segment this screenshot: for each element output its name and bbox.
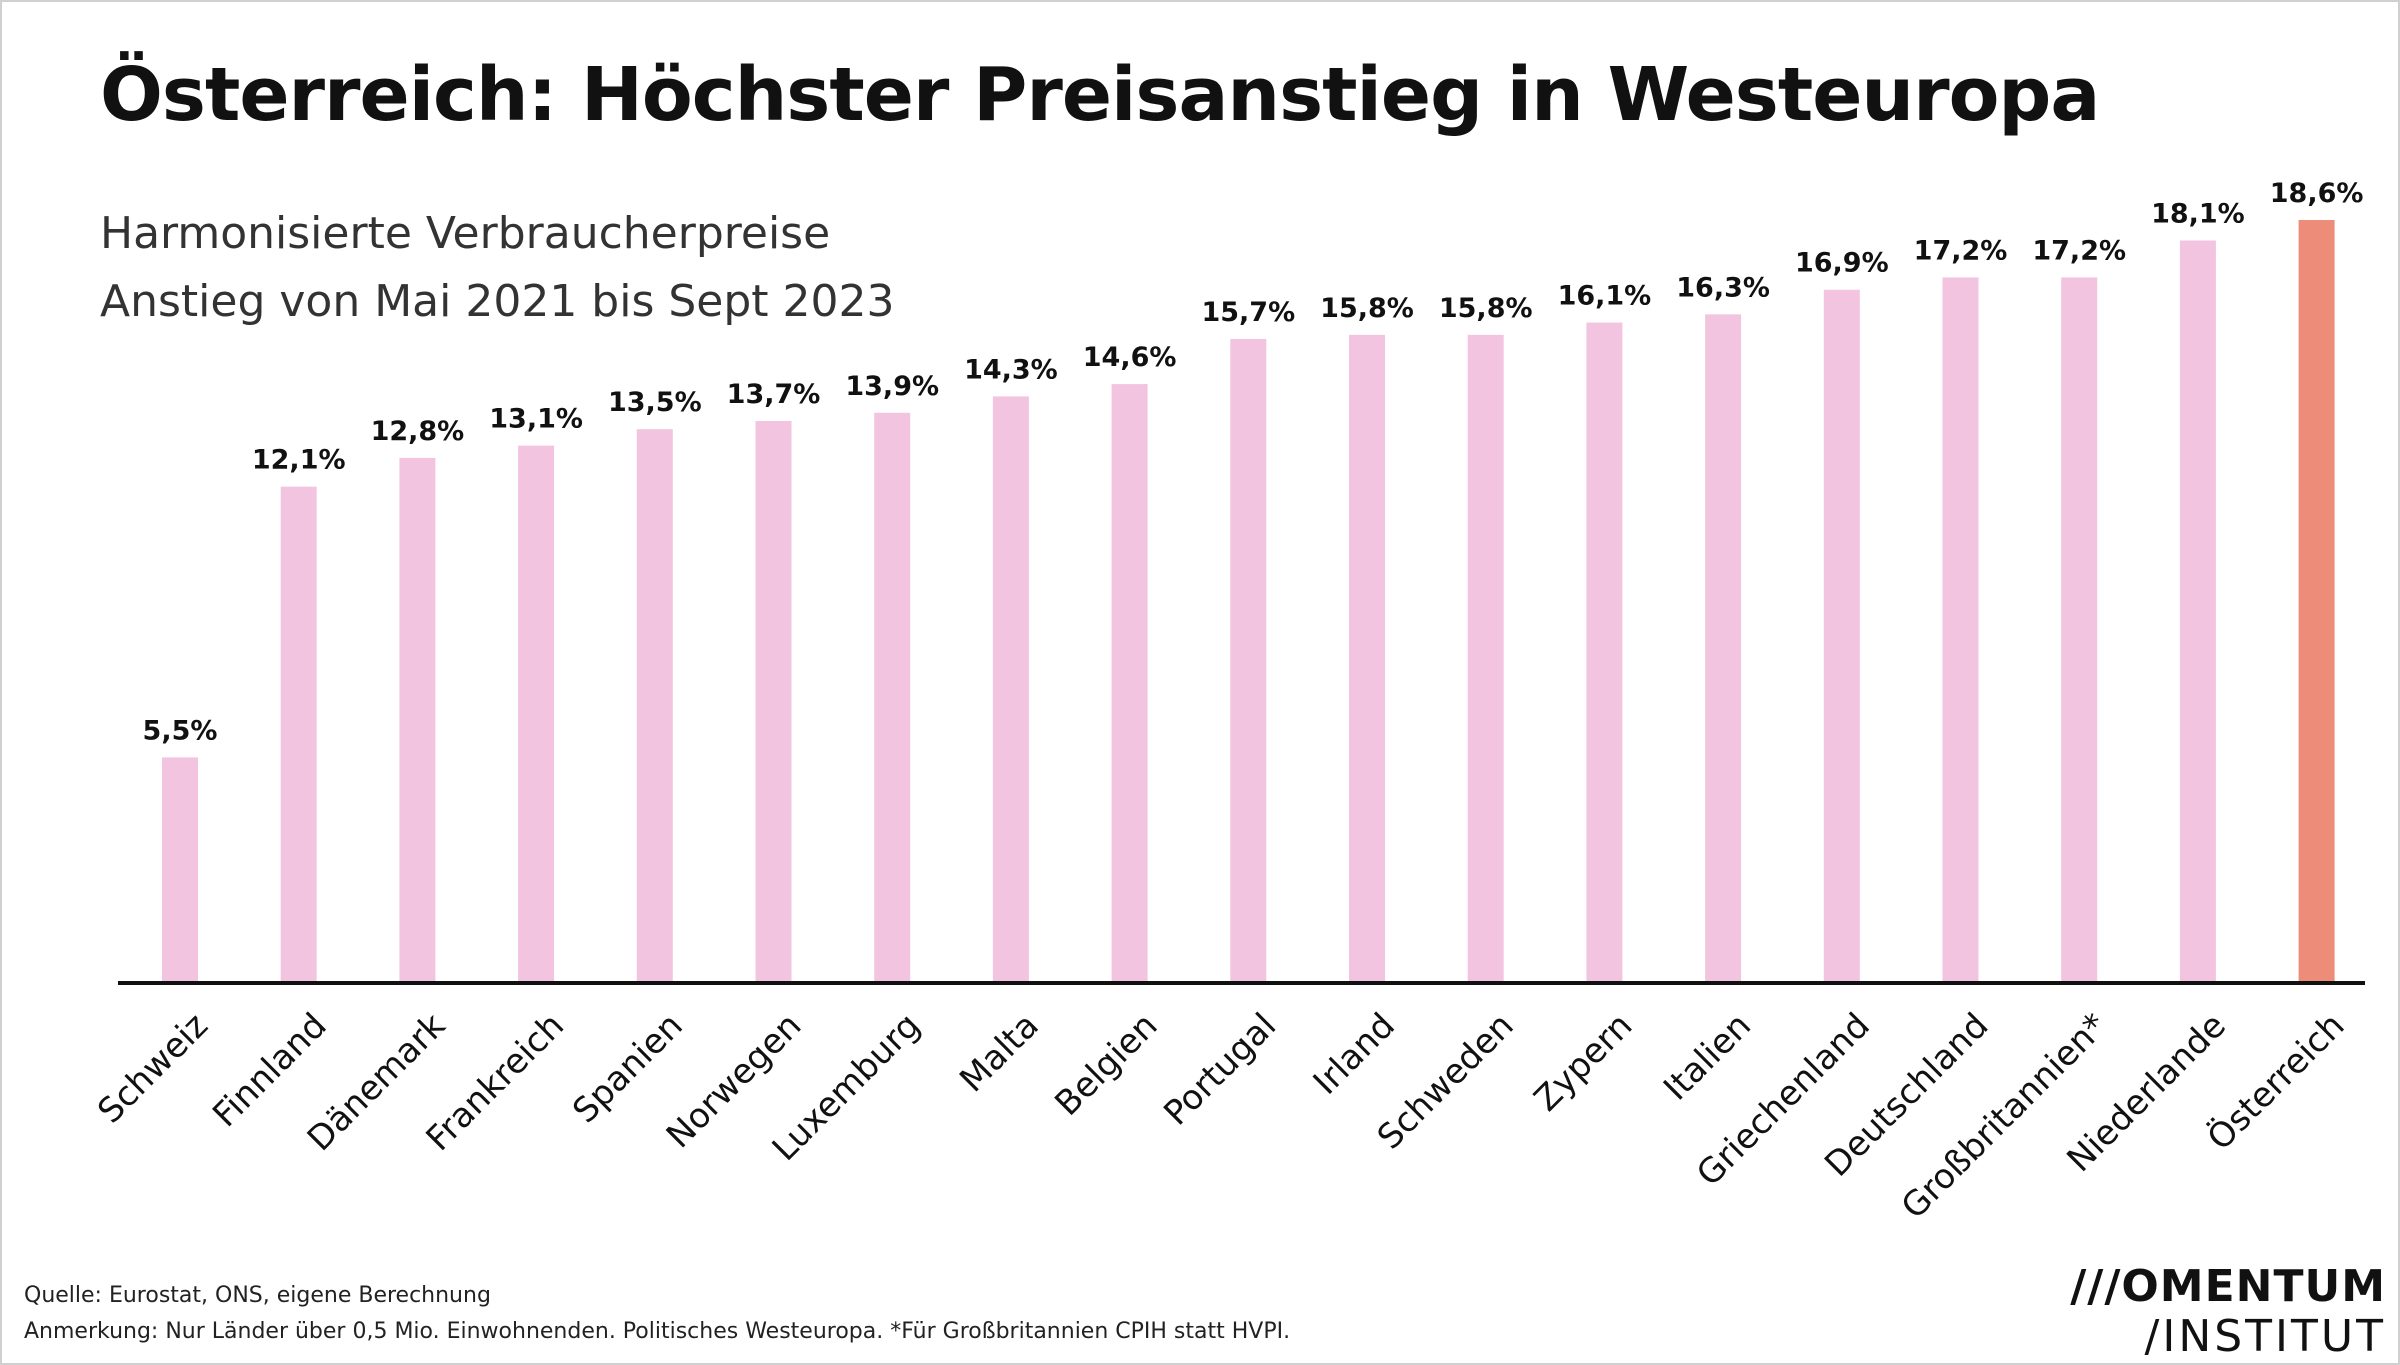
- bar-18: [2298, 220, 2335, 983]
- category-label-16: Großbritannien*: [1894, 1006, 2115, 1227]
- bar-6: [874, 412, 911, 983]
- value-label-9: 15,7%: [1201, 297, 1295, 328]
- bar-2: [399, 457, 436, 983]
- value-label-18: 18,6%: [2270, 178, 2364, 209]
- value-label-14: 16,9%: [1795, 248, 1889, 279]
- bar-16: [2061, 277, 2098, 983]
- value-label-15: 17,2%: [1914, 235, 2008, 266]
- bar-17: [2179, 240, 2216, 984]
- value-label-13: 16,3%: [1676, 272, 1770, 303]
- category-label-0: Schweiz: [90, 1006, 216, 1132]
- bar-3: [518, 445, 555, 983]
- bar-0: [162, 757, 198, 983]
- value-label-12: 16,1%: [1558, 281, 1652, 312]
- footnote: Anmerkung: Nur Länder über 0,5 Mio. Einw…: [24, 1319, 1291, 1344]
- category-label-10: Irland: [1306, 1006, 1403, 1103]
- bar-14: [1823, 289, 1860, 983]
- value-label-1: 12,1%: [252, 445, 346, 476]
- value-label-4: 13,5%: [608, 387, 702, 418]
- bar-4: [636, 429, 673, 983]
- category-label-8: Belgien: [1047, 1006, 1165, 1124]
- value-label-7: 14,3%: [964, 354, 1058, 385]
- category-labels-group: SchweizFinnlandDänemarkFrankreichSpanien…: [90, 1005, 2352, 1227]
- bar-13: [1705, 314, 1742, 983]
- bar-9: [1230, 338, 1267, 983]
- value-labels-group: 5,5% 12,1% 12,8% 13,1% 13,5% 13,7% 13,9% 14,3% 1…: [143, 178, 2364, 746]
- logo-line2: /INSTITUT: [2144, 1311, 2386, 1362]
- bar-chart: 5,5% 12,1% 12,8% 13,1% 13,5% 13,7% 13,9% 14,3% 1…: [90, 178, 2365, 1227]
- bar-11: [1467, 334, 1504, 983]
- chart-subtitle-line1: Harmonisierte Verbraucherpreise: [100, 208, 831, 259]
- value-label-2: 12,8%: [371, 416, 465, 447]
- bar-5: [755, 421, 792, 983]
- value-label-16: 17,2%: [2032, 235, 2126, 266]
- bar-12: [1586, 322, 1623, 983]
- category-label-12: Zypern: [1527, 1006, 1641, 1120]
- chart-subtitle-line2: Anstieg von Mai 2021 bis Sept 2023: [100, 276, 895, 327]
- value-label-5: 13,7%: [727, 379, 821, 410]
- value-label-10: 15,8%: [1320, 293, 1414, 324]
- bars-group: [162, 220, 2335, 984]
- logo-line1: ///OMENTUM: [2070, 1261, 2386, 1312]
- bar-1: [280, 486, 317, 983]
- category-label-4: Spanien: [565, 1006, 690, 1131]
- category-label-13: Italien: [1656, 1006, 1759, 1109]
- value-label-0: 5,5%: [143, 715, 218, 746]
- value-label-17: 18,1%: [2151, 199, 2245, 230]
- value-label-8: 14,6%: [1083, 342, 1177, 373]
- source-note: Quelle: Eurostat, ONS, eigene Berechnung: [24, 1283, 491, 1308]
- bar-15: [1942, 277, 1979, 983]
- category-label-9: Portugal: [1156, 1006, 1284, 1134]
- bar-7: [992, 396, 1029, 984]
- chart-title: Österreich: Höchster Preisanstieg in Wes…: [100, 52, 2100, 138]
- value-label-3: 13,1%: [489, 404, 583, 435]
- bar-10: [1349, 334, 1385, 983]
- value-label-11: 15,8%: [1439, 293, 1533, 324]
- value-label-6: 13,9%: [845, 371, 939, 402]
- category-label-7: Malta: [952, 1006, 1047, 1101]
- momentum-institut-logo: ///OMENTUM /INSTITUT: [2070, 1262, 2386, 1362]
- bar-8: [1111, 384, 1148, 983]
